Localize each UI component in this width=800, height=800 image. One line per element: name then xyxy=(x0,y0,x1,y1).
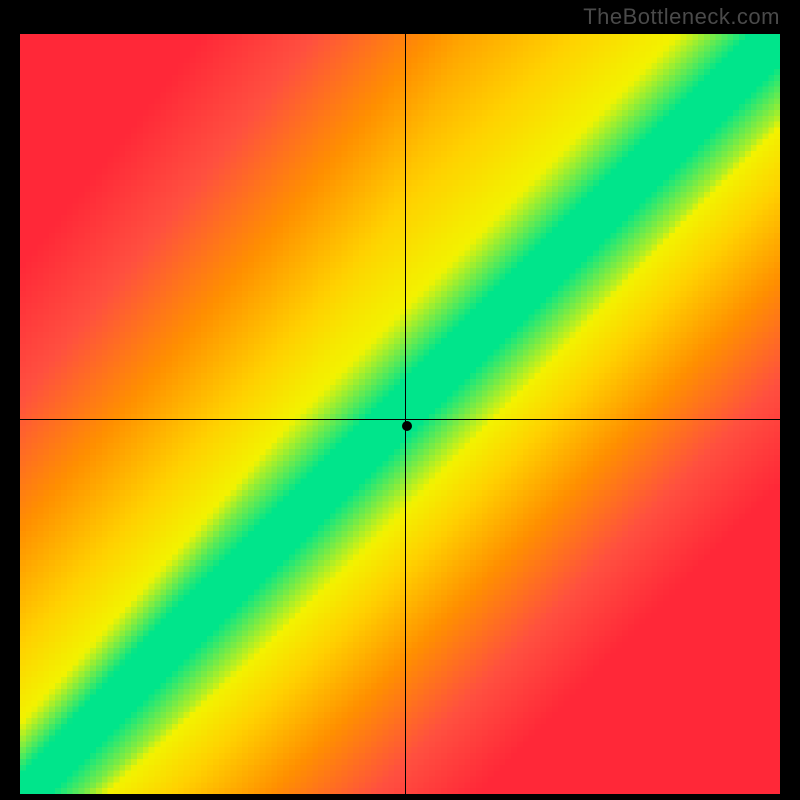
crosshair-horizontal xyxy=(20,419,780,420)
heatmap-canvas xyxy=(20,34,780,794)
crosshair-marker xyxy=(402,421,412,431)
watermark-text: TheBottleneck.com xyxy=(583,4,780,30)
crosshair-vertical xyxy=(405,34,406,794)
heatmap-plot xyxy=(20,34,780,794)
